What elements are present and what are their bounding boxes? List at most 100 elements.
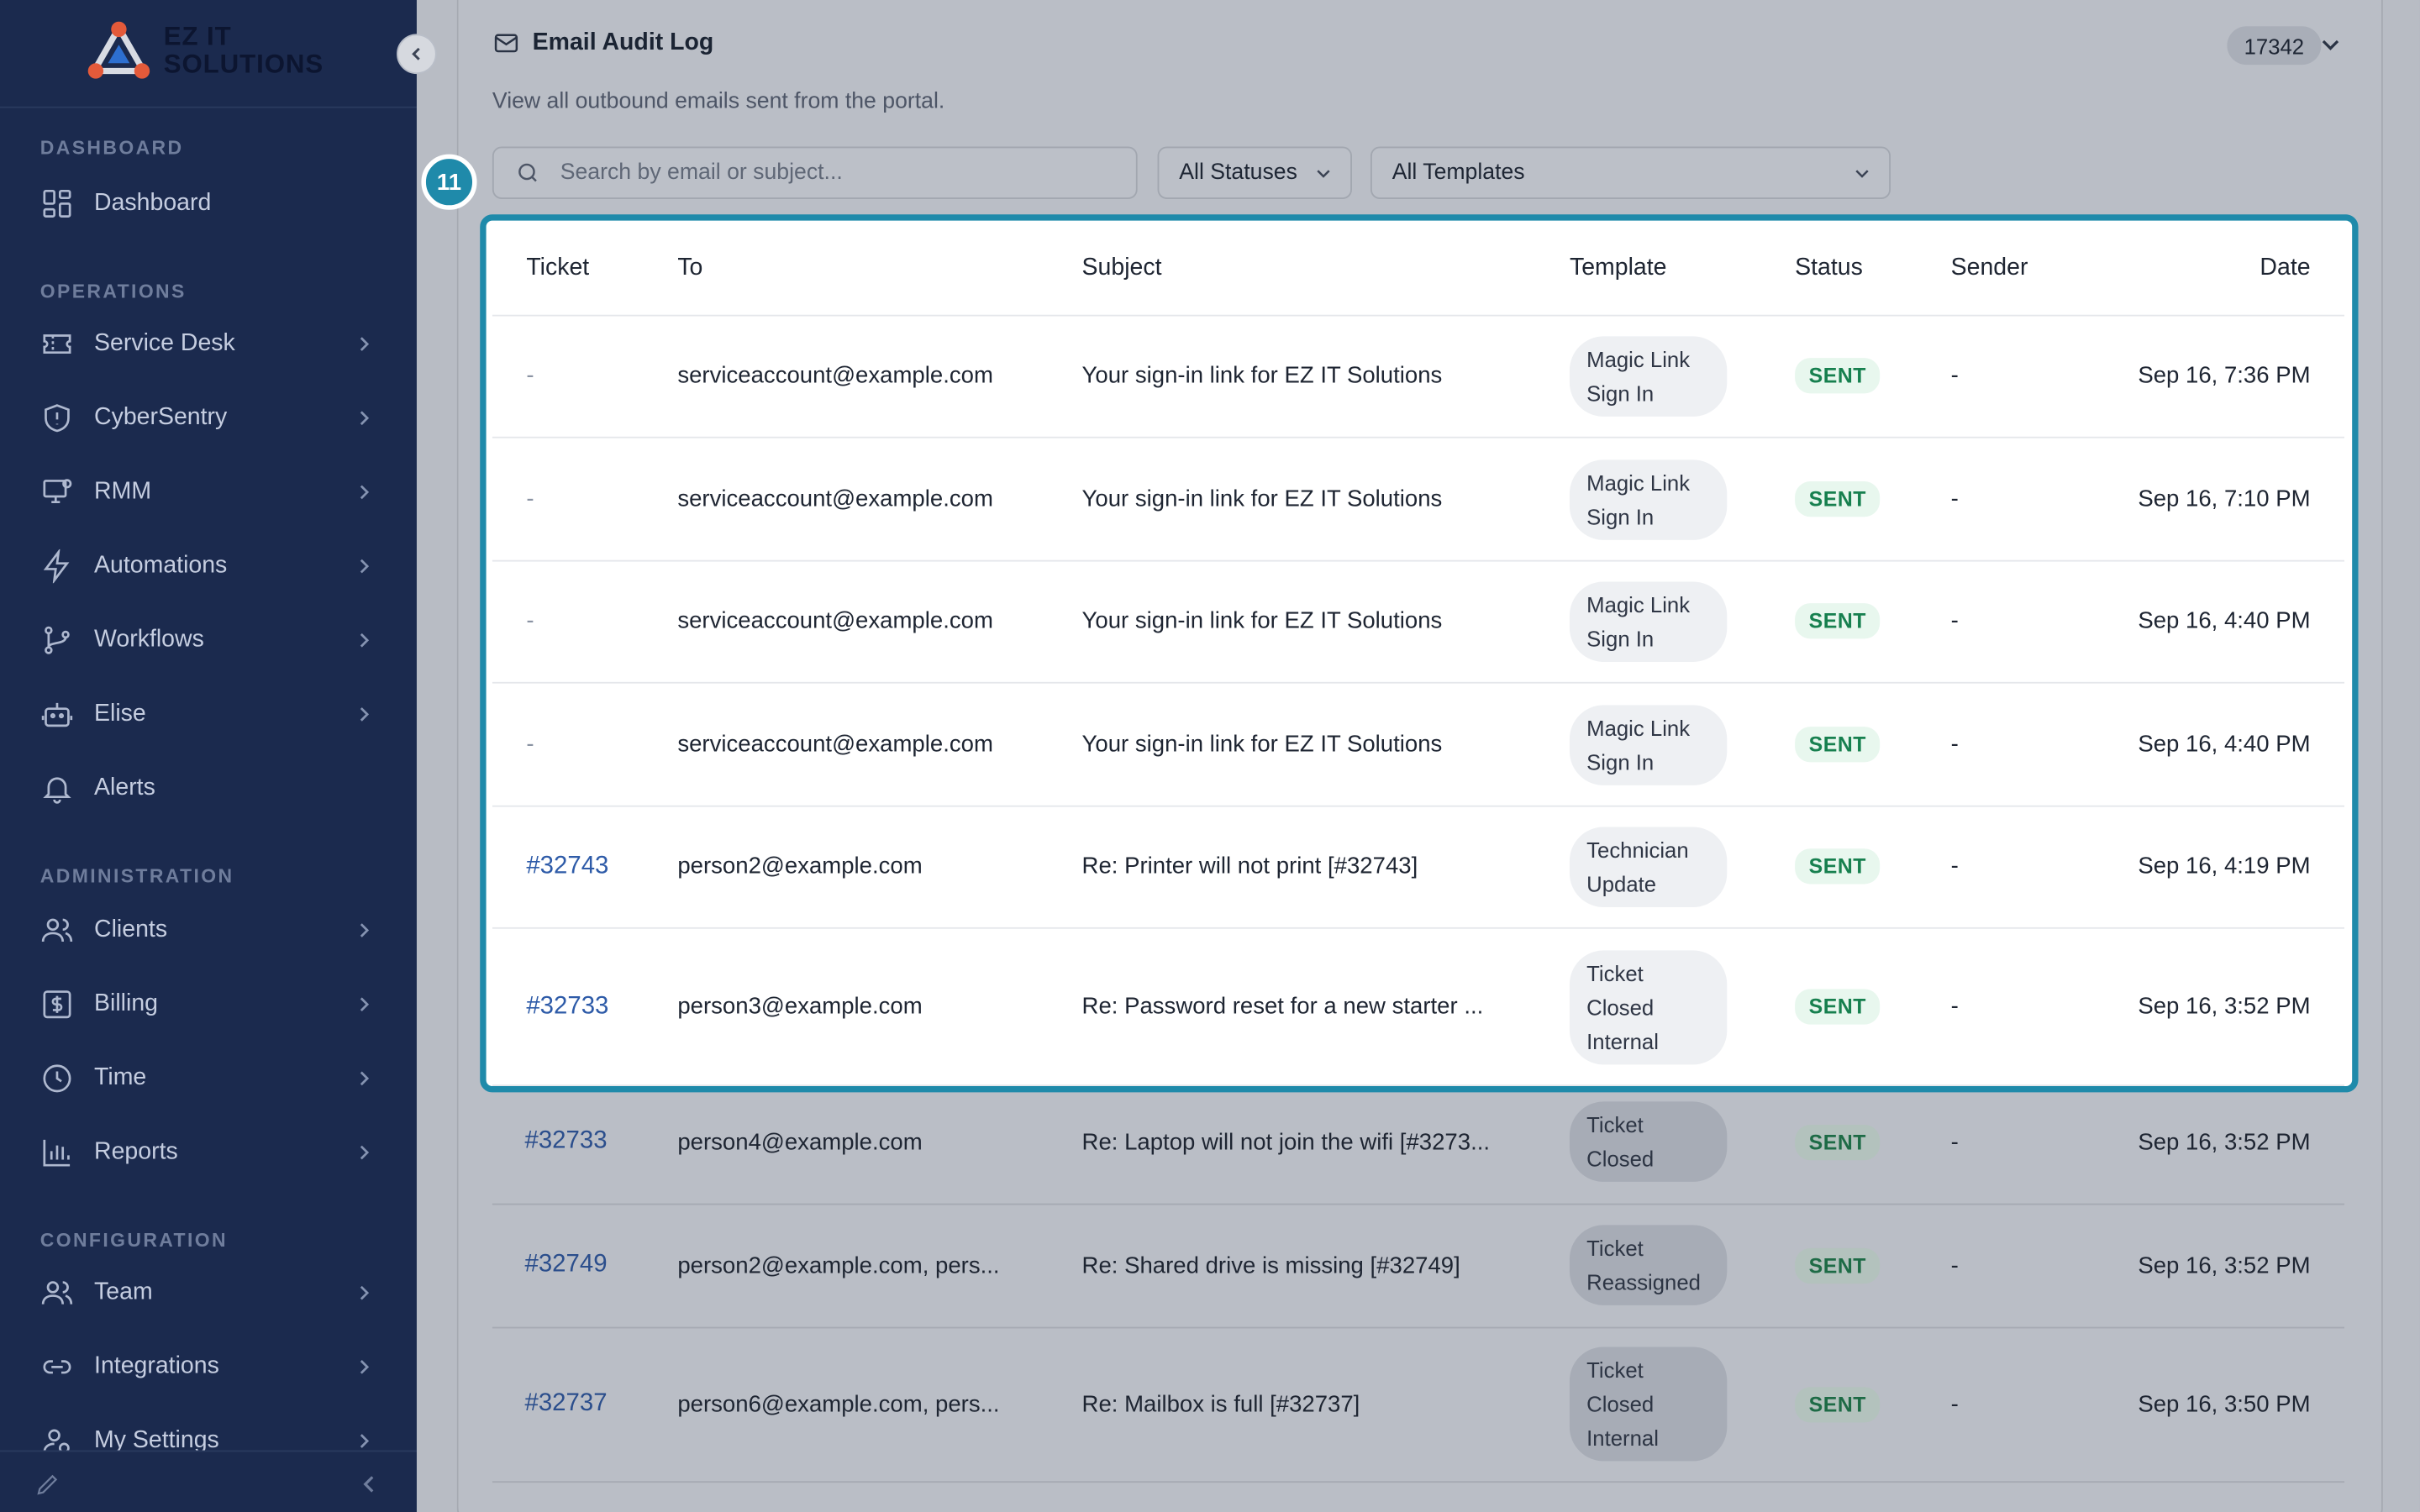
bar-chart-icon — [43, 1139, 71, 1167]
sidebar-item-label: Clients — [94, 916, 168, 943]
sender-cell: - — [1950, 1128, 1959, 1155]
ticket-link[interactable]: #32743 — [526, 852, 609, 879]
date-cell: Sep 16, 7:36 PM — [2138, 362, 2311, 389]
chevron-right-icon — [360, 633, 370, 648]
search-field[interactable] — [492, 146, 1138, 199]
sidebar-item-clients[interactable]: Clients — [40, 907, 376, 953]
sidebar-item-label: Elise — [94, 700, 146, 727]
sidebar-item-integrations[interactable]: Integrations — [40, 1344, 376, 1390]
sender-cell: - — [1950, 1390, 1959, 1418]
pencil-icon[interactable] — [34, 1470, 61, 1498]
column-ticket[interactable]: Ticket — [526, 254, 590, 281]
sidebar-item-automations[interactable]: Automations — [40, 543, 376, 590]
column-date[interactable]: Date — [2260, 254, 2311, 281]
section-dashboard: DASHBOARD — [39, 137, 184, 160]
status-filter-select[interactable]: All Statuses — [1157, 146, 1352, 199]
status-badge: SENT — [1795, 1124, 1881, 1160]
sidebar-collapse-button[interactable] — [397, 34, 437, 75]
chevron-left-icon — [412, 47, 420, 60]
status-badge: SENT — [1795, 727, 1881, 763]
brand-line-2: SOLUTIONS — [163, 49, 324, 79]
sidebar-item-cybersentry[interactable]: CyberSentry — [40, 395, 376, 441]
sidebar-item-my-settings[interactable]: My Settings — [40, 1418, 376, 1464]
mail-icon — [494, 34, 518, 53]
ticket-link[interactable]: #32737 — [524, 1389, 608, 1417]
table-row[interactable]: - serviceaccount@example.com Your sign-i… — [492, 315, 2344, 438]
sidebar-item-team[interactable]: Team — [40, 1270, 376, 1316]
ticket-cell: - — [526, 607, 534, 634]
brand-line-1: EZ IT — [163, 21, 232, 51]
recipient-cell: serviceaccount@example.com — [677, 486, 993, 512]
column-status[interactable]: Status — [1795, 254, 1863, 281]
sidebar-item-rmm[interactable]: RMM — [40, 469, 376, 515]
chevron-right-icon — [360, 923, 370, 937]
column-subject[interactable]: Subject — [1081, 254, 1162, 281]
table-row[interactable]: #32733 person3@example.com Re: Password … — [492, 929, 2344, 1087]
chevron-left-icon[interactable] — [358, 1473, 380, 1495]
column-sender[interactable]: Sender — [1950, 254, 2028, 281]
table-row[interactable]: #32749 person2@example.com, pers... Re: … — [492, 1204, 2344, 1329]
table-row[interactable]: - serviceaccount@example.com Your sign-i… — [492, 560, 2344, 684]
brand-name: EZ IT SOLUTIONS — [163, 21, 324, 79]
table-row[interactable]: - serviceaccount@example.com Your sign-i… — [492, 438, 2344, 562]
bolt-icon — [43, 549, 70, 584]
table-row[interactable]: #32743 person2@example.com Re: Printer w… — [492, 806, 2344, 929]
sidebar-item-billing[interactable]: Billing — [40, 981, 376, 1027]
sidebar-item-dashboard[interactable]: Dashboard — [40, 181, 376, 227]
clock-icon — [43, 1064, 71, 1093]
dollar-icon — [43, 990, 71, 1019]
chevron-down-icon[interactable] — [2320, 34, 2342, 55]
record-count-badge[interactable]: 17342 — [2227, 26, 2322, 66]
subject-cell: Your sign-in link for EZ IT Solutions — [1081, 731, 1443, 758]
sidebar-item-service-desk[interactable]: Service Desk — [40, 321, 376, 367]
chevron-right-icon — [360, 707, 370, 722]
page-title-text: Email Audit Log — [532, 29, 714, 56]
recipient-cell: person2@example.com — [677, 853, 923, 879]
sidebar-item-label: Billing — [94, 990, 159, 1017]
brand[interactable]: EZ IT SOLUTIONS — [0, 0, 417, 108]
table-row[interactable]: #32733 person4@example.com Re: Laptop wi… — [492, 1080, 2344, 1205]
date-cell: Sep 16, 4:19 PM — [2138, 853, 2311, 879]
chevron-right-icon — [360, 1145, 370, 1160]
date-cell: Sep 16, 3:52 PM — [2138, 1128, 2311, 1155]
recipient-cell: serviceaccount@example.com — [677, 731, 993, 758]
monitor-icon — [43, 479, 72, 504]
column-template[interactable]: Template — [1569, 254, 1667, 281]
sidebar-item-label: RMM — [94, 478, 152, 505]
table-row[interactable]: - serviceaccount@example.com Your sign-i… — [492, 684, 2344, 807]
page-subtitle: View all outbound emails sent from the p… — [492, 89, 945, 114]
recipient-cell: person6@example.com, pers... — [677, 1390, 1000, 1418]
search-input[interactable] — [557, 159, 1119, 187]
chevron-right-icon — [360, 337, 370, 351]
template-filter-select[interactable]: All Templates — [1370, 146, 1891, 199]
recipient-cell: person3@example.com — [677, 993, 923, 1021]
ticket-link[interactable]: #32733 — [526, 992, 609, 1020]
status-badge: SENT — [1795, 481, 1881, 517]
column-to[interactable]: To — [677, 254, 703, 281]
date-cell: Sep 16, 3:50 PM — [2138, 1390, 2311, 1418]
page-title: Email Audit Log — [492, 29, 713, 57]
subject-cell: Re: Printer will not print [#32743] — [1081, 853, 1418, 879]
sidebar-item-time[interactable]: Time — [40, 1055, 376, 1101]
sidebar-item-label: Team — [94, 1278, 153, 1305]
table-row[interactable]: #32737 person6@example.com, pers... Re: … — [492, 1327, 2344, 1483]
template-badge: Technician Update — [1569, 826, 1728, 907]
branch-icon — [45, 626, 70, 654]
ticket-link[interactable]: #32749 — [524, 1251, 608, 1278]
ticket-cell: - — [526, 731, 534, 758]
chevron-right-icon — [360, 997, 370, 1012]
sidebar-item-reports[interactable]: Reports — [40, 1129, 376, 1175]
recipient-cell: person2@example.com, pers... — [677, 1252, 1000, 1278]
chevron-down-icon — [1317, 170, 1330, 178]
template-filter-value: All Templates — [1392, 160, 1525, 186]
subject-cell: Re: Laptop will not join the wifi [#3273… — [1081, 1128, 1491, 1155]
sidebar-item-alerts[interactable]: Alerts — [40, 765, 376, 811]
ticket-link[interactable]: #32733 — [524, 1127, 608, 1154]
sidebar-item-elise[interactable]: Elise — [40, 691, 376, 738]
status-badge: SENT — [1795, 1386, 1881, 1422]
sidebar-item-workflows[interactable]: Workflows — [40, 617, 376, 664]
chevron-right-icon — [360, 1285, 370, 1300]
sender-cell: - — [1950, 993, 1959, 1021]
template-badge: Ticket Closed Internal — [1569, 949, 1728, 1064]
sidebar-item-label: Integrations — [94, 1352, 219, 1380]
